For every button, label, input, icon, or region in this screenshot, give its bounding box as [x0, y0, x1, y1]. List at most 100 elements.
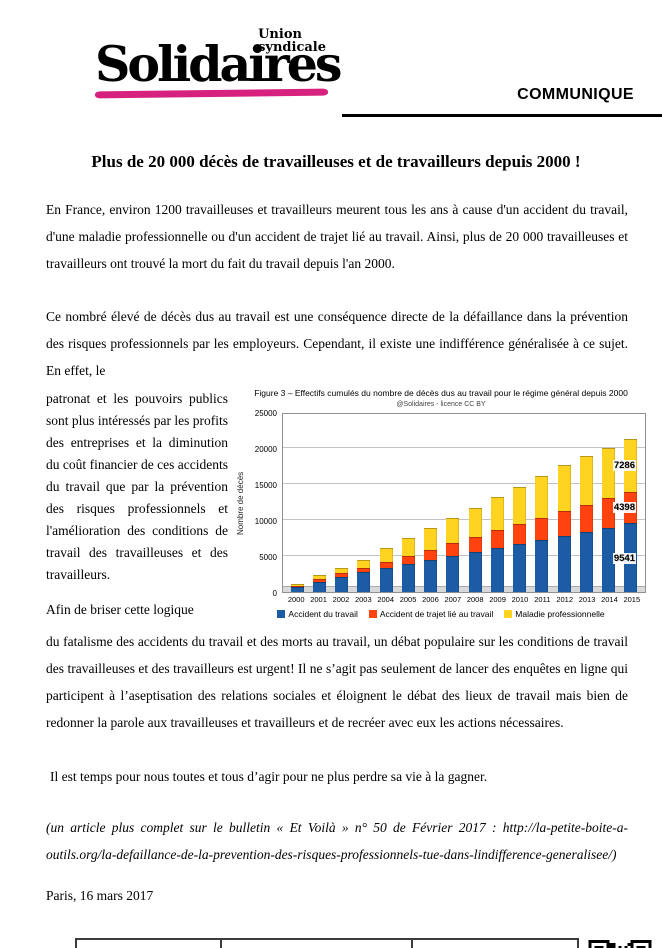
bar-segment	[290, 585, 304, 587]
bar-segment	[290, 586, 304, 592]
chart-x-axis: 2000 2001 2002 2003 2004 2005 2006 2007 2008 2009…	[236, 595, 646, 604]
chart-bar-slot	[442, 414, 464, 592]
chart-bar-slot	[553, 414, 575, 592]
left-text-column: patronat et les pouvoirs publics sont pl…	[46, 388, 228, 621]
text-and-chart-section: patronat et les pouvoirs publics sont pl…	[46, 388, 646, 621]
footer-address-cell: 144 Bd de la Villette 75 019 Paris	[77, 940, 220, 948]
chart-y-tick-label: 0	[272, 589, 277, 598]
bar-segment	[357, 571, 371, 592]
chart-y-tick-label: 20000	[254, 445, 277, 454]
chart-floor-decoration	[283, 586, 645, 592]
chart-bar-slot	[353, 414, 375, 592]
logo-pink-underline-decoration	[94, 88, 329, 99]
bar-segment	[579, 504, 593, 533]
bar-segment	[424, 527, 438, 550]
bar-segment	[312, 581, 326, 592]
chart-x-tick-label: 2003	[354, 595, 372, 604]
chart-x-tick-label: 2005	[399, 595, 417, 604]
bar-segment	[490, 530, 504, 549]
chart-x-tick-label: 2001	[310, 595, 327, 604]
footer-phone-cell: Téléphone : 01 58 39 30 20 Télécopie : 0…	[220, 940, 411, 948]
chart-y-axis-label: Nombre de décès	[236, 471, 245, 535]
chart-x-tick-label: 2012	[556, 595, 574, 604]
legend-label: Maladie professionnelle	[515, 609, 605, 619]
stacked-bar-2002	[335, 567, 349, 592]
chart-bar-slot	[509, 414, 531, 592]
bar-segment	[513, 523, 527, 545]
bar-segment	[446, 543, 460, 556]
chart-x-tick-label: 2008	[466, 595, 484, 604]
chart-bar-slot	[375, 414, 397, 592]
stacked-bar-2005	[401, 538, 415, 592]
header: Union syndicale Solidaires COMMUNIQUE	[0, 0, 662, 128]
chart-x-tick-label: 2010	[511, 595, 529, 604]
bar-segment	[446, 555, 460, 592]
legend-item: Accident de trajet lié au travail	[368, 609, 493, 619]
chart-bar-slot	[531, 414, 553, 592]
chart-body: Nombre de décès 0 5000 10000 15000 20000 2500…	[236, 409, 646, 598]
bar-segment	[557, 465, 571, 512]
bar-segment	[535, 540, 549, 592]
paragraph-2-intro: Ce nombré élevé de décès dus au travail …	[46, 309, 628, 378]
chart-x-tick-label: 2004	[377, 595, 395, 604]
chart-data-label: 7286	[612, 460, 636, 472]
chart-y-tick-label: 25000	[254, 409, 277, 418]
bar-segment	[557, 511, 571, 536]
paragraph-3-continuation: du fatalisme des accidents du travail et…	[46, 634, 628, 730]
stacked-bar-2003	[357, 559, 371, 592]
bar-segment	[335, 573, 349, 577]
paragraph-2-left-column: patronat et les pouvoirs publics sont pl…	[46, 391, 228, 582]
stacked-bar-2007	[446, 517, 460, 592]
stacked-bar-2013	[579, 455, 593, 592]
chart-bar-slot	[331, 414, 353, 592]
chart-y-tick-label: 15000	[254, 481, 277, 490]
bar-segment	[379, 567, 393, 592]
bar-segment	[602, 448, 616, 499]
legend-item: Accident du travail	[277, 609, 358, 619]
chart-x-tick-label: 2006	[422, 595, 439, 604]
stacked-bar-2011	[535, 476, 549, 592]
stacked-bar-2008	[468, 507, 482, 592]
chart-x-tick-label: 2007	[444, 595, 462, 604]
chart-bar-slot	[464, 414, 486, 592]
bar-segment	[468, 536, 482, 552]
chart-x-tick-label: 2015	[623, 595, 641, 604]
bar-segment	[357, 559, 371, 568]
legend-label: Accident du travail	[288, 609, 358, 619]
bar-segment	[357, 567, 371, 572]
logo-wordmark: Solidaires	[95, 35, 343, 93]
legend-swatch-icon	[368, 610, 377, 618]
chart-data-label: 9541	[612, 552, 636, 564]
logo-tagline-line1: Union	[258, 27, 302, 42]
chart-x-tick-label: 2014	[601, 595, 618, 604]
logo-tagline: Union syndicale	[258, 28, 326, 54]
chart-bar-slot	[598, 414, 620, 592]
solidaires-logo: Union syndicale Solidaires	[94, 24, 343, 99]
chart-bar-slot	[575, 414, 597, 592]
bar-segment	[602, 498, 616, 528]
stacked-bar-2004	[379, 548, 393, 592]
legend-swatch-icon	[504, 610, 513, 618]
legend-item: Maladie professionnelle	[504, 609, 605, 619]
chart-x-tick-label: 2000	[287, 595, 305, 604]
footer-contact-table: 144 Bd de la Villette 75 019 Paris Télép…	[75, 938, 580, 948]
paragraph-5-bulletin-reference: (un article plus complet sur le bulletin…	[46, 820, 628, 862]
bar-segment	[513, 544, 527, 592]
bar-segment	[401, 556, 415, 564]
qr-code-icon	[588, 938, 653, 948]
bar-segment	[312, 579, 326, 582]
chart-gridline	[283, 483, 645, 484]
paragraph-1: En France, environ 1200 travailleuses et…	[46, 202, 628, 271]
bar-segment	[401, 538, 415, 557]
bar-segment	[468, 507, 482, 537]
stacked-bar-2014	[602, 448, 616, 592]
chart-gridline	[283, 447, 645, 448]
stacked-bar-2006	[424, 527, 438, 592]
footer: 144 Bd de la Villette 75 019 Paris Télép…	[75, 938, 662, 948]
stacked-bar-2009	[490, 497, 504, 592]
header-rule-divider	[342, 114, 662, 117]
chart-bar-slot	[286, 414, 308, 592]
chart-y-tick-label: 10000	[254, 517, 277, 526]
chart-bar-slot	[486, 414, 508, 592]
